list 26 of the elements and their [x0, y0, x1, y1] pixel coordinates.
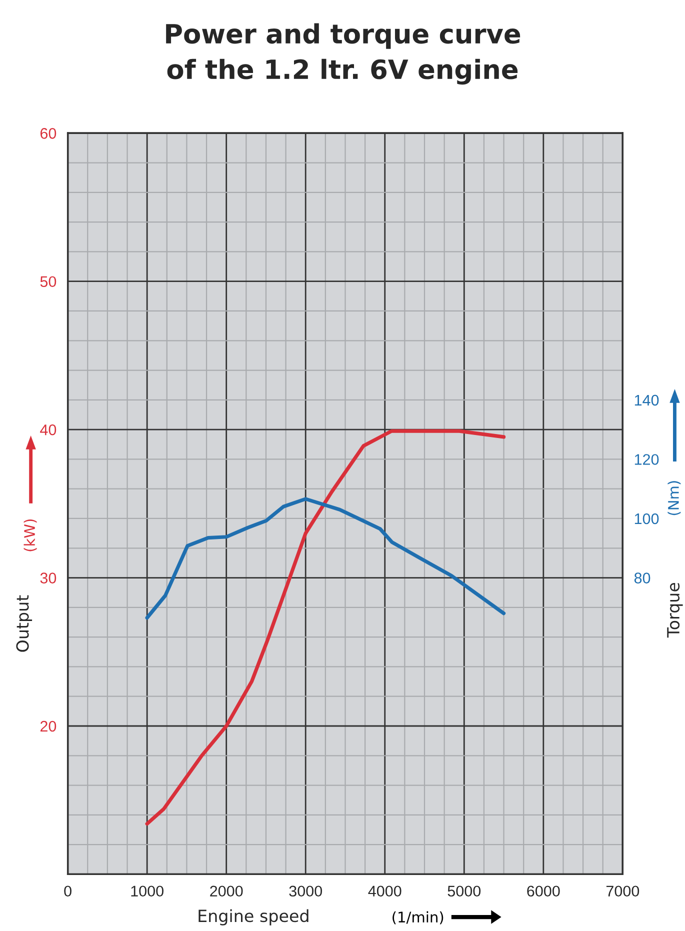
y-tick-label: 40 [40, 424, 56, 436]
x-tick-label: 2000 [210, 886, 243, 897]
x-tick-label: 3000 [289, 886, 322, 897]
y2-axis-title: Torque [667, 582, 683, 638]
y-tick-label: 60 [40, 128, 56, 139]
x-tick-label: 4000 [368, 886, 402, 897]
line-series [145, 429, 506, 826]
x-tick-label: 5000 [448, 886, 481, 897]
x-tick-label: 0 [64, 886, 72, 897]
y-tick-label: 20 [40, 720, 56, 732]
y-tick-label: 30 [40, 572, 56, 584]
x-tick-label: 6000 [527, 886, 560, 897]
text: (1/min) [392, 911, 444, 924]
y2-tick-label: 120 [634, 454, 659, 465]
text: (Nm) [668, 481, 681, 516]
y2-tick-label: 80 [634, 572, 650, 584]
x-tick-label: 7000 [606, 886, 640, 897]
y-axis-title: Output [16, 595, 32, 652]
x-tick-label: 1000 [131, 886, 164, 897]
y-tick-label: 50 [40, 276, 56, 288]
chart-title: Power and torque curve of the 1.2 ltr. 6V engine [166, 23, 520, 85]
y2-tick-label: 140 [634, 394, 659, 406]
y2-tick-label: 100 [634, 513, 659, 524]
text: (kW) [24, 519, 37, 552]
line-series [145, 497, 506, 620]
x-axis-title: Engine speed [198, 909, 308, 926]
